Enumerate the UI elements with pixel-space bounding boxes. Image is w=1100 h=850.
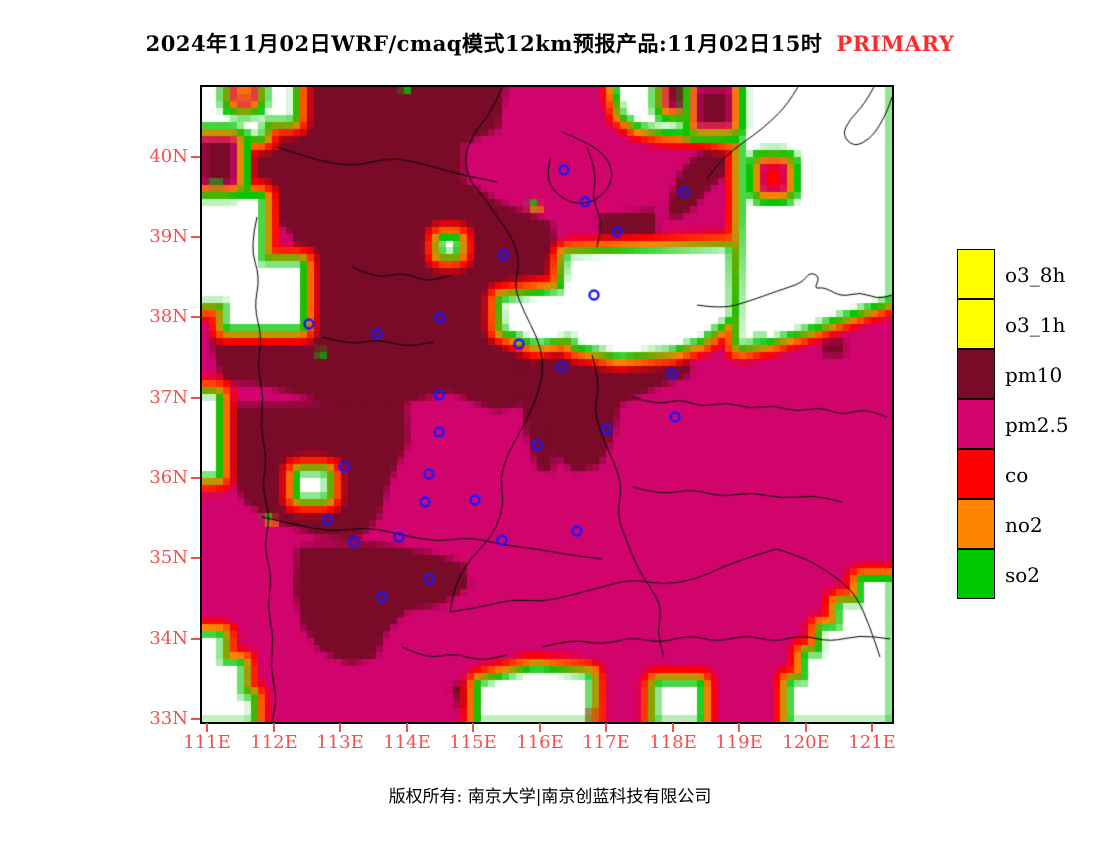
lat-tick-mark [191,557,200,559]
lon-tick-label: 111E [183,732,231,753]
legend-swatch-no2 [957,499,995,549]
lon-tick-mark [406,723,408,732]
lon-tick-mark [539,723,541,732]
lon-tick-mark [871,723,873,732]
lon-tick-label: 113E [316,732,364,753]
lon-tick-mark [605,723,607,732]
map-canvas [202,87,892,722]
legend-swatch-pm10 [957,349,995,399]
lat-tick-mark [191,316,200,318]
lon-tick-label: 118E [649,732,697,753]
legend-label: o3_1h [1005,313,1066,337]
lon-tick-label: 115E [449,732,497,753]
lat-tick-label: 37N [149,387,188,408]
lat-tick-mark [191,156,200,158]
legend-swatch-so2 [957,549,995,599]
legend-label: no2 [1005,513,1043,537]
lon-tick-label: 114E [383,732,431,753]
lat-tick-label: 36N [149,467,188,488]
lon-tick-mark [672,723,674,732]
legend-label: co [1005,463,1029,487]
legend-label: o3_8h [1005,263,1066,287]
lat-tick-label: 34N [149,628,188,649]
title-text: 2024年11月02日WRF/cmaq模式12km预报产品:11月02日15时 [145,31,823,56]
lon-tick-mark [738,723,740,732]
lon-tick-label: 116E [516,732,564,753]
lon-tick-label: 119E [715,732,763,753]
lon-tick-label: 120E [782,732,830,753]
lat-tick-mark [191,638,200,640]
lat-tick-label: 38N [149,306,188,327]
copyright-text: 版权所有: 南京大学|南京创蓝科技有限公司 [388,787,712,807]
lat-tick-label: 39N [149,226,188,247]
lat-tick-label: 33N [149,708,188,729]
legend-swatch-o3_8h [957,249,995,299]
lon-tick-mark [273,723,275,732]
legend-swatch-co [957,449,995,499]
lon-tick-label: 121E [848,732,896,753]
lat-tick-mark [191,477,200,479]
lat-tick-mark [191,718,200,720]
lon-tick-label: 112E [250,732,298,753]
lon-tick-mark [206,723,208,732]
lat-tick-mark [191,397,200,399]
page-title: 2024年11月02日WRF/cmaq模式12km预报产品:11月02日15时 P… [0,28,1100,58]
lon-tick-mark [805,723,807,732]
legend-label: pm10 [1005,363,1063,387]
legend-swatch-pm25 [957,399,995,449]
lat-tick-mark [191,236,200,238]
title-pollutant-highlight: PRIMARY [836,31,955,56]
lon-tick-mark [339,723,341,732]
lon-tick-mark [472,723,474,732]
legend-label: so2 [1005,563,1041,587]
lat-tick-label: 35N [149,547,188,568]
legend-label: pm2.5 [1005,413,1069,437]
lon-tick-label: 117E [582,732,630,753]
forecast-map [200,85,894,724]
legend-swatch-o3_1h [957,299,995,349]
lat-tick-label: 40N [149,146,188,167]
